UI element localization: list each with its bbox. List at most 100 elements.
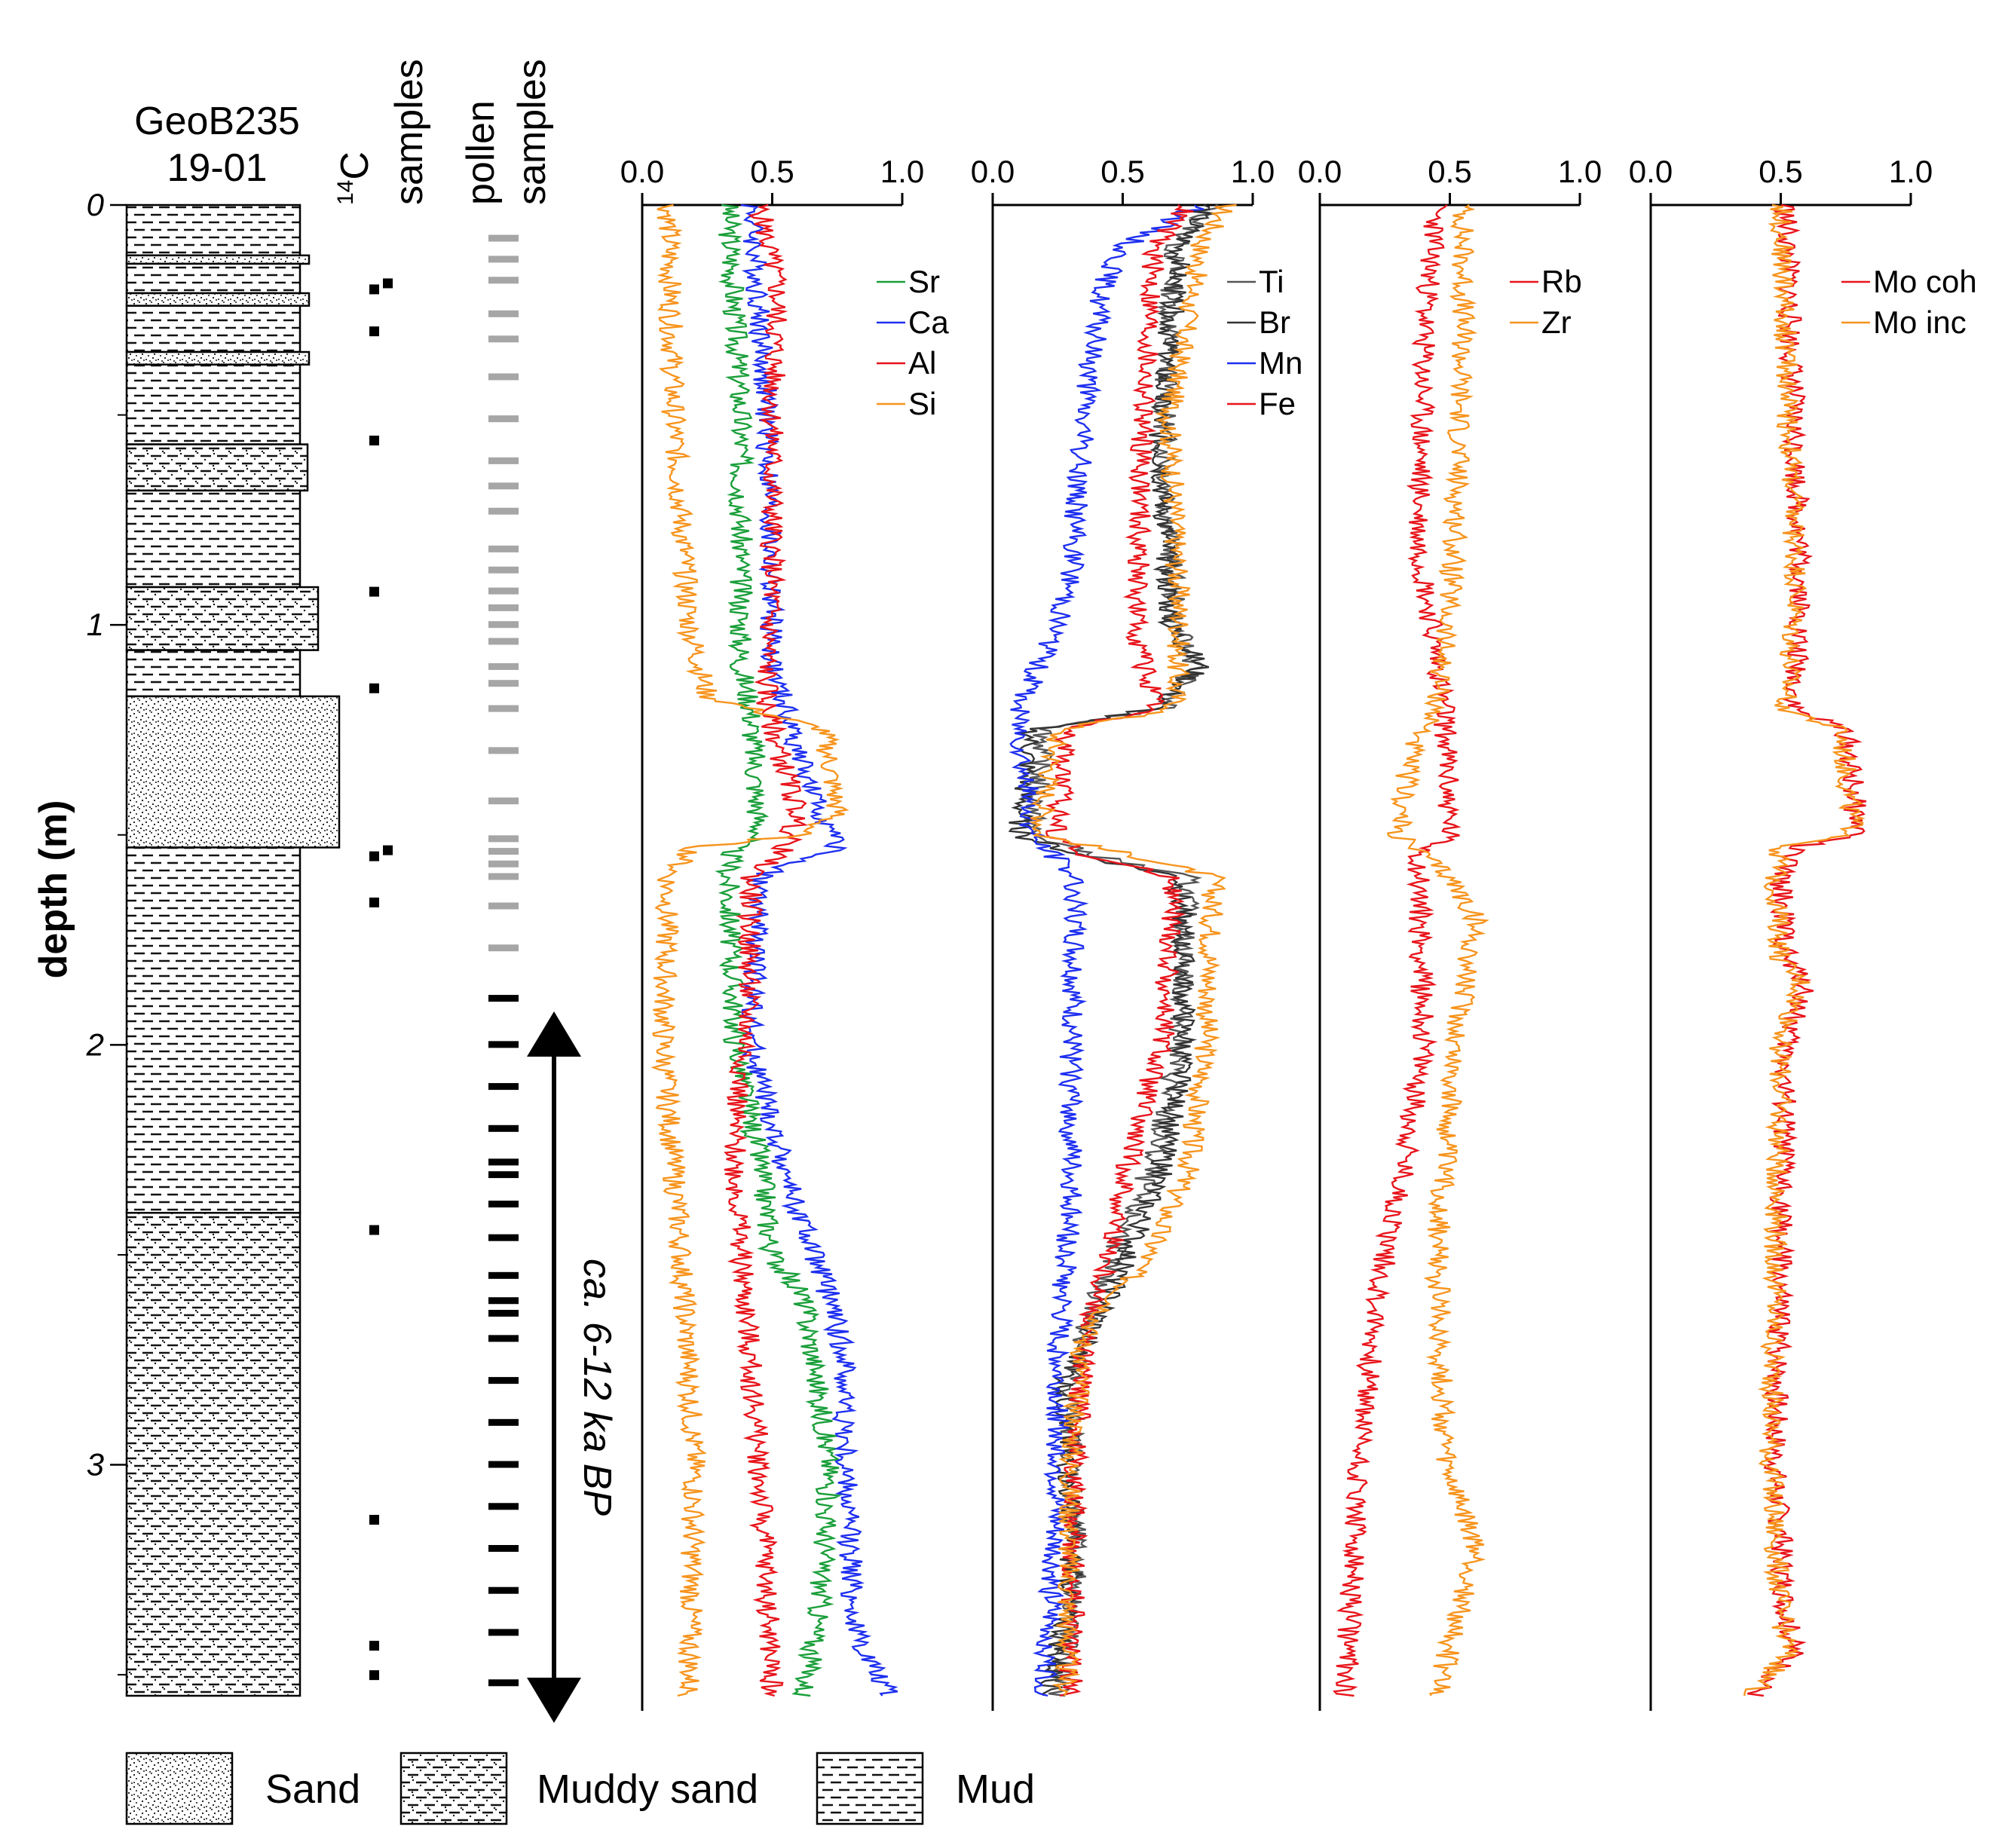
pollen-sample-marker: [488, 310, 519, 317]
legend-label-ti: Ti: [1259, 264, 1284, 299]
c14-sample-marker: [369, 436, 379, 446]
series-line-rb: [1333, 204, 1462, 1697]
panel-x-tick-label: 1.0: [880, 154, 924, 189]
pollen-sample-marker: [488, 1297, 519, 1305]
lithology-layer-mud: [125, 846, 302, 1214]
legend-label-mud: Mud: [956, 1767, 1035, 1812]
c14-sample-marker: [369, 1225, 379, 1235]
pollen-sample-marker: [488, 1041, 519, 1048]
legend-label-zr: Zr: [1541, 304, 1572, 340]
pollen-sample-marker: [488, 1679, 519, 1687]
series-line-fe-inc: [1029, 203, 1237, 1697]
pollen-sample-marker: [488, 415, 519, 423]
c14-sample-marker: [369, 1641, 379, 1651]
pollen-sample-marker: [488, 1503, 519, 1510]
pollen-sample-marker: [488, 860, 519, 867]
pollen-sample-marker: [488, 335, 519, 343]
pollen-sample-marker: [488, 1377, 519, 1384]
c14-sample-marker: [369, 683, 379, 693]
pollen-sample-marker: [488, 1586, 519, 1594]
legend-label-ca: Ca: [908, 304, 949, 340]
legend-label-sr: Sr: [908, 264, 940, 299]
xrf-panel-4: 0.0 0.5 1.0 Mo coh Mo inc: [1629, 154, 1977, 1711]
pollen-sample-marker: [488, 873, 519, 880]
pollen-sample-marker: [488, 848, 519, 855]
lithology-layer-mud: [125, 489, 302, 589]
pollen-sample-marker: [488, 1171, 519, 1179]
pollen-sample-marker: [488, 1083, 519, 1091]
panel-x-tick-label: 1.0: [1231, 154, 1275, 189]
pollen-sample-marker: [488, 1271, 519, 1279]
legend-label-al: Al: [908, 345, 936, 381]
c14-sample-marker: [369, 586, 379, 597]
pollen-header-line2: samples: [510, 59, 554, 205]
lithology-layer-mud: [125, 203, 302, 257]
pollen-sample-marker: [488, 277, 519, 284]
panel-x-tick-label: 0.5: [1759, 154, 1802, 189]
pollen-sample-marker: [488, 680, 519, 687]
pollen-sample-marker: [488, 566, 519, 574]
series-line-ti: [1023, 203, 1224, 1697]
pollen-sample-marker: [488, 1461, 519, 1468]
pollen-sample-marker: [488, 604, 519, 611]
lithology-layer-sand-thin: [125, 254, 311, 265]
c14-sample-marker: [369, 1514, 379, 1525]
depth-tick-label: 3: [87, 1447, 104, 1482]
depth-axis-ticks: 0 1 2 3: [86, 187, 127, 1676]
lithology-column: [125, 203, 341, 1697]
legend-swatch-mud: [816, 1752, 924, 1825]
pollen-sample-marker: [488, 545, 519, 552]
legend-swatch-sand: [125, 1752, 234, 1825]
series-line-fe: [1045, 204, 1194, 1697]
pollen-sample-marker: [488, 902, 519, 910]
series-line-mn: [1009, 204, 1204, 1697]
legend-label-mn: Mn: [1259, 345, 1302, 381]
c14-sample-marker: [369, 326, 379, 337]
pollen-sample-marker: [488, 1158, 519, 1166]
c14-header: 14C: [333, 151, 377, 205]
panel-x-tick-label: 0.0: [1298, 154, 1342, 189]
lithology-layer-mud: [125, 649, 302, 698]
legend-label-rb: Rb: [1541, 264, 1582, 299]
legend-label-sand: Sand: [265, 1767, 360, 1812]
lithology-layer-mud: [125, 262, 302, 295]
lithology-layer-sand-thin: [125, 292, 311, 307]
legend-swatch-muddy-sand: [399, 1752, 508, 1825]
panel-x-tick-label: 0.5: [1428, 154, 1471, 189]
lithology-layer-sand: [125, 695, 341, 849]
pollen-sample-marker: [488, 507, 519, 515]
svg-text:14C: 14C: [333, 151, 377, 205]
pollen-sample-marker: [488, 1309, 519, 1317]
pollen-sample-markers: [488, 234, 519, 1687]
lithology-layer-muddy-sand: [125, 1211, 302, 1697]
core-title-line2: 19-01: [167, 146, 268, 190]
pollen-sample-marker: [488, 1418, 519, 1426]
lithology-layer-muddy-sand: [125, 586, 320, 651]
pollen-sample-marker: [488, 705, 519, 712]
panel-x-tick-label: 0.0: [971, 154, 1015, 189]
lithology-layer-muddy-sand: [125, 443, 309, 492]
pollen-sample-marker: [488, 1124, 519, 1132]
xrf-panel-1: 0.0 0.5 1.0 Sr Ca Al Si: [620, 154, 949, 1711]
xrf-panel-3: 0.0 0.5 1.0 Rb Zr: [1298, 154, 1602, 1711]
series-line-al: [724, 203, 809, 1697]
c14-header-samples: samples: [387, 59, 431, 205]
series-line-ca: [740, 203, 898, 1697]
pollen-sample-marker: [488, 835, 519, 843]
pollen-sample-marker: [488, 662, 519, 670]
pollen-sample-marker: [488, 995, 519, 1002]
pollen-sample-marker: [488, 944, 519, 952]
depth-tick-label: 1: [87, 607, 104, 642]
age-range-label: ca. 6-12 ka BP: [575, 1259, 619, 1516]
panel-x-tick-label: 0.5: [750, 154, 794, 189]
legend-label-si: Si: [908, 386, 936, 421]
legend-label-fe: Fe: [1259, 386, 1296, 421]
panel-x-tick-label: 0.5: [1100, 154, 1144, 189]
panel-x-tick-label: 0.0: [1629, 154, 1673, 189]
pollen-sample-marker: [488, 482, 519, 490]
depth-tick-label: 2: [86, 1026, 104, 1062]
legend-label-br: Br: [1259, 304, 1290, 340]
depth-tick-label: 0: [87, 187, 105, 222]
c14-sample-marker: [369, 1670, 379, 1681]
